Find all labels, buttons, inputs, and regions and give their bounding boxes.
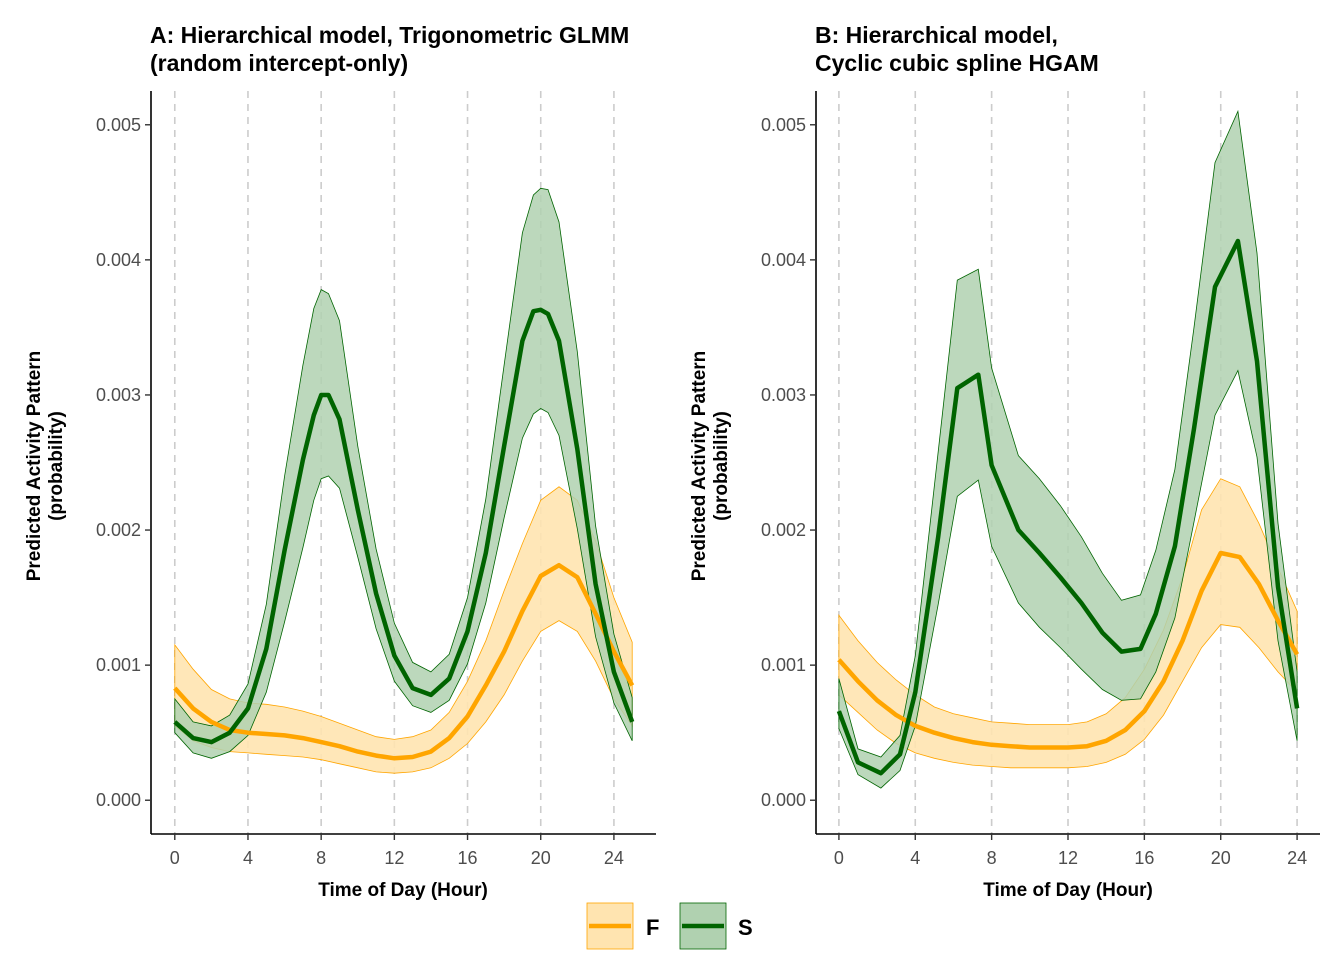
panel-b-x-axis-title: Time of Day (Hour) <box>983 880 1153 901</box>
panel-a-x-axis-title: Time of Day (Hour) <box>318 880 488 901</box>
panel-a-title-line-1: A: Hierarchical model, Trigonometric GLM… <box>150 22 629 48</box>
panel-a-x-tick-label-20: 20 <box>531 848 551 868</box>
panel-b-x-tick-label-8: 8 <box>987 848 997 868</box>
panel-a-x-tick-label-4: 4 <box>243 848 253 868</box>
panel-a-line-f <box>173 562 635 761</box>
legend: F S <box>586 902 753 950</box>
panel-a-y-axis-title-line-1: Predicted Activity Pattern <box>24 351 45 582</box>
panel-b-y-tick-label-0: 0.000 <box>761 790 806 810</box>
panel-a-line-s <box>173 307 635 745</box>
panel-a-band-s <box>174 187 633 759</box>
panel-b-confidence-bands <box>838 109 1298 789</box>
panel-b-title-line-1: B: Hierarchical model, <box>815 22 1058 48</box>
panel-a-x-tick-label-0: 0 <box>170 848 180 868</box>
panel-b-x-tick-label-4: 4 <box>910 848 920 868</box>
panel-a-y-tick-label-4: 0.004 <box>96 250 141 270</box>
panel-b-x-tick-label-24: 24 <box>1287 848 1307 868</box>
panel-b-y-tick-label-3: 0.003 <box>761 385 806 405</box>
panel-b-series-lines <box>836 238 1300 776</box>
panel-b-y-tick-label-2: 0.002 <box>761 520 806 540</box>
panel-b-y-tick-label-4: 0.004 <box>761 250 806 270</box>
panel-a-x-tick-label-8: 8 <box>316 848 326 868</box>
panel-b-line-f <box>837 550 1300 750</box>
panel-b-axes: 0 4 8 12 16 20 24 0.000 0.001 0.002 0.003 0.004 0.00… <box>761 91 1320 868</box>
panel-b-y-axis-title-line-1: Predicted Activity Pattern <box>689 351 710 582</box>
panel-b-x-tick-label-16: 16 <box>1134 848 1154 868</box>
legend-item-s: S <box>679 902 753 950</box>
panel-a-y-axis-title-line-2: (probability) <box>46 411 67 521</box>
panel-b-y-axis-title-line-2: (probability) <box>711 411 732 521</box>
panel-a-x-tick-label-24: 24 <box>604 848 624 868</box>
panel-b: B: Hierarchical model, Cyclic cubic spli… <box>689 22 1320 901</box>
panel-a-y-tick-label-2: 0.002 <box>96 520 141 540</box>
panel-b-x-tick-label-0: 0 <box>834 848 844 868</box>
legend-item-f: F <box>586 902 659 950</box>
panel-a-y-tick-label-1: 0.001 <box>96 655 141 675</box>
panel-a-series-lines <box>173 307 635 761</box>
panel-b-band-s <box>838 109 1298 789</box>
panel-b-x-tick-label-12: 12 <box>1058 848 1078 868</box>
panel-a-title-line-2: (random intercept-only) <box>150 50 408 76</box>
panel-b-y-tick-label-1: 0.001 <box>761 655 806 675</box>
panel-b-line-s <box>836 238 1300 776</box>
panel-a-x-tick-label-12: 12 <box>384 848 404 868</box>
panel-b-title-line-2: Cyclic cubic spline HGAM <box>815 50 1099 76</box>
legend-label-f: F <box>646 915 659 940</box>
panel-b-y-tick-label-5: 0.005 <box>761 115 806 135</box>
panel-a-confidence-bands <box>174 187 633 774</box>
panel-a-axes: 0 4 8 12 16 20 24 0.000 0.001 0.002 0.003 0.004 0.00… <box>96 91 656 868</box>
panel-a-x-tick-label-16: 16 <box>458 848 478 868</box>
panel-a: A: Hierarchical model, Trigonometric GLM… <box>24 22 656 901</box>
panel-a-y-tick-label-0: 0.000 <box>96 790 141 810</box>
legend-label-s: S <box>738 915 753 940</box>
panel-a-y-tick-label-5: 0.005 <box>96 115 141 135</box>
panel-b-x-tick-label-20: 20 <box>1211 848 1231 868</box>
panel-a-y-tick-label-3: 0.003 <box>96 385 141 405</box>
